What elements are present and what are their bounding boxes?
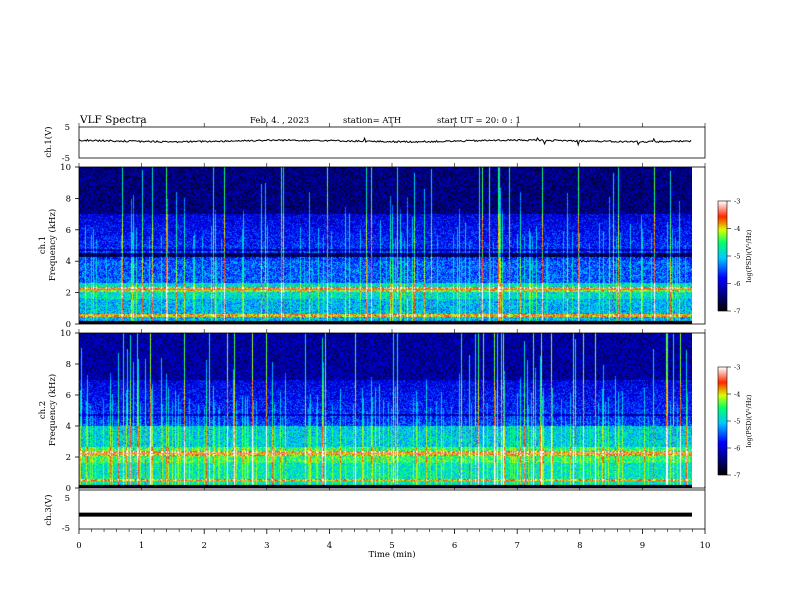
ch1-colorbar-ticks: -3 -4 -5 -6 -7 — [727, 198, 740, 316]
colorbar-tick-label--4: -4 — [734, 225, 740, 233]
colorbar-tick-label--5: -5 — [734, 253, 740, 261]
colorbar-tick-label--6: -6 — [734, 280, 740, 288]
colorbar-tick-label--5: -5 — [734, 418, 740, 426]
station-label: station= ATH — [343, 116, 401, 126]
ch1-waveform-trace — [78, 136, 692, 147]
ch1-waveform-panel: 5 -5 ch.1(V) — [43, 123, 706, 164]
ch2-spectrogram-ylabel-freq: Frequency (kHz) — [47, 374, 58, 446]
ch1-ytick-top: 5 — [65, 123, 70, 133]
colorbar-tick-label--7: -7 — [734, 308, 740, 316]
ch2-colorbar-ticks: -3 -4 -5 -6 -7 — [727, 364, 740, 480]
xtick-label-4: 4 — [327, 541, 332, 551]
ytick-label-4: 4 — [66, 422, 71, 432]
xtick-label-10: 10 — [700, 541, 711, 551]
ch3-ytick-bottom: -5 — [62, 524, 70, 534]
ch1-waveform-ylabel: ch.1(V) — [43, 126, 54, 157]
ytick-label-8: 8 — [66, 360, 71, 370]
ch1-colorbar-label: log(PSD)(V²/Hz) — [745, 229, 753, 282]
colorbar-tick-label--7: -7 — [734, 472, 740, 480]
xtick-label-0: 0 — [76, 541, 81, 551]
ytick-label-2: 2 — [66, 289, 71, 299]
ch1-colorbar — [718, 201, 727, 311]
ch2-spectrogram-yticks: 10 8 6 4 2 0 — [60, 329, 79, 494]
ch2-colorbar — [718, 367, 727, 475]
ch1-spectrogram-yticks: 10 8 6 4 2 0 — [60, 163, 79, 330]
xtick-label-1: 1 — [139, 541, 144, 551]
xtick-label-2: 2 — [201, 541, 206, 551]
ytick-label-0: 0 — [66, 484, 71, 494]
ch1-spectrogram-heatmap — [79, 167, 692, 324]
ytick-label-6: 6 — [66, 391, 71, 401]
colorbar-tick-label--3: -3 — [734, 198, 740, 206]
start-time-label: start UT = 20: 0 : 1 — [437, 116, 521, 126]
ytick-label-2: 2 — [66, 453, 71, 463]
colorbar-tick-label--3: -3 — [734, 364, 740, 372]
xtick-label-8: 8 — [577, 541, 582, 551]
ch2-spectrogram-ylabel-ch: ch.2 — [38, 401, 48, 419]
time-axis: 0 1 2 3 4 5 6 7 8 9 10 — [76, 123, 710, 551]
xtick-label-6: 6 — [452, 541, 457, 551]
xtick-label-5: 5 — [389, 541, 394, 551]
colorbar-tick-label--6: -6 — [734, 445, 740, 453]
xtick-label-7: 7 — [514, 541, 519, 551]
date-label: Feb. 4. , 2023 — [250, 116, 309, 126]
ytick-label-6: 6 — [66, 226, 71, 236]
ytick-label-10: 10 — [60, 163, 71, 173]
ytick-label-4: 4 — [66, 257, 71, 267]
ch3-waveform-frame — [78, 489, 706, 530]
ch2-colorbar-label: log(PSD)(V²/Hz) — [745, 394, 753, 447]
xtick-label-3: 3 — [264, 541, 269, 551]
time-axis-label: Time (min) — [368, 549, 415, 560]
ytick-label-10: 10 — [60, 329, 71, 339]
ch3-waveform-ylabel: ch.3(V) — [43, 494, 54, 525]
ch3-ytick-top: 5 — [65, 494, 70, 504]
ch1-spectrogram-ylabel-ch: ch.1 — [38, 236, 48, 254]
ch2-spectrogram-heatmap — [79, 333, 692, 488]
colorbar-tick-label--4: -4 — [734, 391, 740, 399]
ytick-label-8: 8 — [66, 194, 71, 204]
ytick-label-0: 0 — [66, 320, 71, 330]
ch1-ytick-bottom: -5 — [62, 154, 70, 164]
ch1-spectrogram-ylabel-freq: Frequency (kHz) — [47, 209, 58, 281]
xtick-label-9: 9 — [640, 541, 645, 551]
figure-title: VLF Spectra — [79, 114, 147, 126]
ch3-waveform-panel: 5 -5 ch.3(V) — [43, 489, 706, 534]
